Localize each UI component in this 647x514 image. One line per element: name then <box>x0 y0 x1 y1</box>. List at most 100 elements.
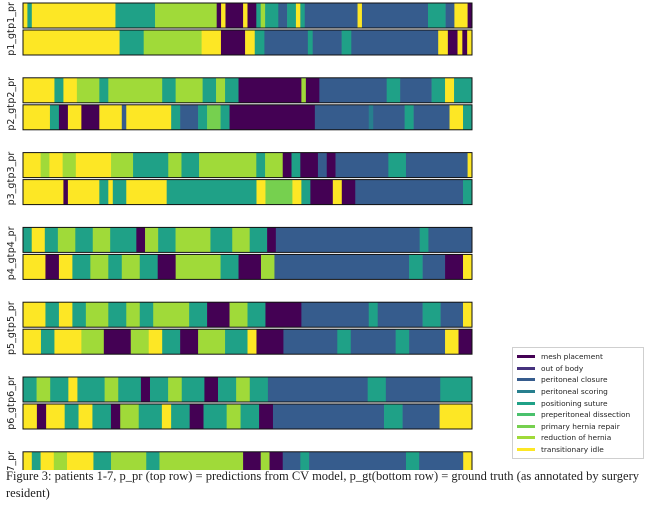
segment-p5_pr-7 <box>139 302 154 328</box>
segment-p1_pr-20 <box>427 3 446 28</box>
segment-p1_pr-19 <box>361 3 429 28</box>
legend-label: primary hernia repair <box>541 421 620 431</box>
legend-swatch-icon <box>517 378 535 382</box>
row-frame-p4_pr <box>22 226 473 253</box>
segment-p1_gt-12 <box>438 30 449 55</box>
segment-p7_pr-1 <box>31 451 41 470</box>
segment-p5_gt-11 <box>247 329 257 355</box>
legend-item-4: positioning suture <box>517 397 639 409</box>
segment-p5_gt-16 <box>395 329 410 355</box>
row-frame-p7_pr <box>22 451 473 470</box>
row-frame-p6_pr <box>22 376 473 403</box>
segment-p3_gt-8 <box>256 179 266 205</box>
segment-p5_gt-2 <box>54 329 82 355</box>
segment-p7_pr-16 <box>419 451 464 470</box>
segment-p3_pr-0 <box>23 152 41 178</box>
segment-p4_pr-5 <box>92 227 111 253</box>
legend-item-2: peritoneal closure <box>517 374 639 386</box>
segment-p7_pr-4 <box>67 451 94 470</box>
segment-p2_pr-15 <box>386 77 401 103</box>
segment-p1_pr-1 <box>27 3 33 28</box>
segment-p2_pr-9 <box>216 77 226 103</box>
segment-p1_gt-2 <box>143 30 202 55</box>
segment-p7_pr-13 <box>300 451 310 470</box>
legend-label: out of body <box>541 363 584 373</box>
segment-p5_gt-15 <box>350 329 396 355</box>
segment-p4_pr-11 <box>210 227 233 253</box>
segment-p6_gt-18 <box>402 404 440 429</box>
segment-p2_pr-2 <box>63 77 78 103</box>
segment-p4_gt-4 <box>90 254 109 280</box>
segment-p1_pr-2 <box>31 3 116 28</box>
segment-p3_pr-1 <box>40 152 50 178</box>
segment-p6_pr-8 <box>149 377 169 402</box>
segment-p6_gt-2 <box>46 404 65 429</box>
segment-p2_gt-16 <box>373 104 405 130</box>
legend-label: peritoneal scoring <box>541 387 608 397</box>
segment-p3_gt-0 <box>23 179 64 205</box>
segment-p3_pr-7 <box>168 152 182 178</box>
segment-p6_gt-6 <box>110 404 121 429</box>
segment-p5_gt-4 <box>103 329 132 355</box>
segment-p1_pr-14 <box>287 3 297 28</box>
segment-p2_gt-20 <box>463 104 473 130</box>
segment-p4_pr-6 <box>110 227 137 253</box>
segment-p7_pr-15 <box>405 451 420 470</box>
segment-p2_gt-14 <box>314 104 370 130</box>
segment-p7_pr-14 <box>309 451 407 470</box>
legend-swatch-icon <box>517 448 535 452</box>
segment-p3_gt-11 <box>301 179 311 205</box>
segment-p2_gt-13 <box>229 104 316 130</box>
legend-swatch-icon <box>517 424 535 428</box>
segment-p5_pr-0 <box>23 302 46 328</box>
segment-p5_gt-14 <box>337 329 352 355</box>
segment-p2_gt-10 <box>198 104 208 130</box>
segment-p5_pr-18 <box>440 302 464 328</box>
segment-p1_pr-5 <box>216 3 222 28</box>
segment-p2_gt-2 <box>58 104 69 130</box>
segment-p5_pr-9 <box>189 302 208 328</box>
segment-p3_pr-13 <box>291 152 301 178</box>
segment-p5_gt-7 <box>162 329 181 355</box>
segment-p6_gt-5 <box>92 404 112 429</box>
legend-swatch-icon <box>517 401 535 405</box>
segment-p1_pr-6 <box>221 3 226 28</box>
segment-p1_gt-13 <box>447 30 458 55</box>
segment-p7_pr-17 <box>463 451 473 470</box>
row-frame-p1_pr <box>22 2 473 29</box>
segment-p3_pr-8 <box>181 152 200 178</box>
segment-p4_gt-7 <box>139 254 158 280</box>
row-frame-p2_gt <box>22 104 473 131</box>
row-label-p2_gt: p2_gt <box>6 104 17 131</box>
row-frame-p4_gt <box>22 253 473 280</box>
segment-p1_gt-8 <box>307 30 313 55</box>
segment-p1_pr-18 <box>357 3 363 28</box>
segment-p5_gt-9 <box>198 329 226 355</box>
segment-p5_pr-14 <box>301 302 370 328</box>
segment-p1_pr-7 <box>225 3 244 28</box>
row-frame-p1_gt <box>22 29 473 56</box>
segment-p2_gt-12 <box>220 104 230 130</box>
legend: mesh placement out of body peritoneal clos… <box>512 347 644 459</box>
segment-p5_gt-10 <box>225 329 248 355</box>
segment-p3_gt-12 <box>310 179 334 205</box>
segment-p1_gt-1 <box>119 30 144 55</box>
segment-p1_pr-11 <box>260 3 266 28</box>
segment-p3_pr-19 <box>405 152 468 178</box>
segment-p6_gt-16 <box>272 404 385 429</box>
segment-p7_pr-0 <box>23 451 33 470</box>
legend-swatch-icon <box>517 413 535 417</box>
row-frame-p5_gt <box>22 328 473 355</box>
segment-p3_gt-15 <box>355 179 464 205</box>
segment-p2_pr-3 <box>76 77 100 103</box>
segment-p6_pr-11 <box>204 377 219 402</box>
row-frame-p3_gt <box>22 179 473 206</box>
segment-p7_pr-9 <box>243 451 262 470</box>
segment-p4_pr-8 <box>145 227 159 253</box>
segment-p5_pr-16 <box>377 302 423 328</box>
segment-p4_pr-10 <box>175 227 211 253</box>
legend-item-3: peritoneal scoring <box>517 386 639 398</box>
row-frame-p3_pr <box>22 152 473 179</box>
segment-p1_gt-14 <box>457 30 463 55</box>
segment-p5_pr-8 <box>153 302 190 328</box>
